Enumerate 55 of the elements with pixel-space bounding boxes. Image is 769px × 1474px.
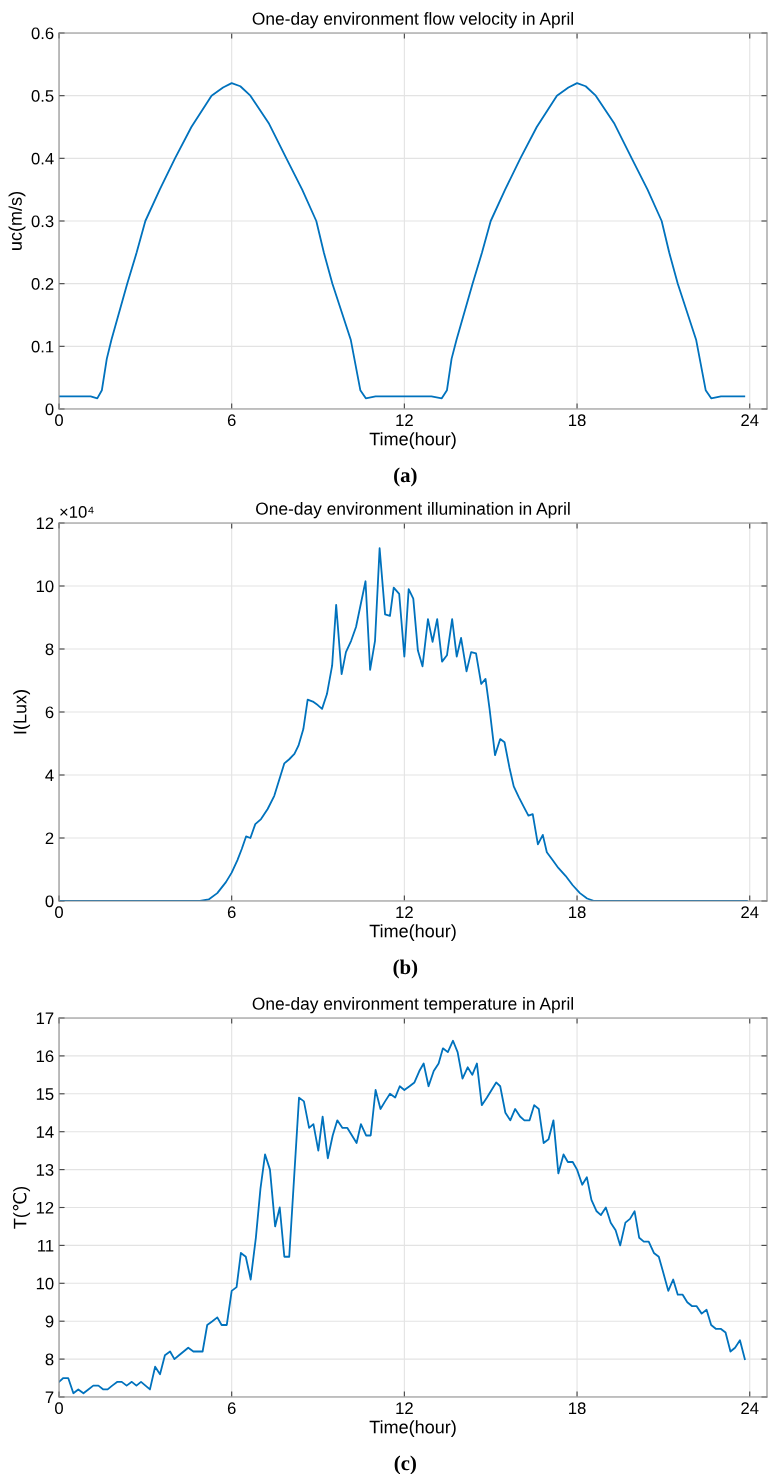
x-tick-label: 0 <box>55 414 63 427</box>
y-tick-label: 13 <box>36 1164 54 1176</box>
y-tick-label: 0.1 <box>31 340 54 353</box>
y-tick-label: 8 <box>45 1353 54 1366</box>
y-tick-label: 12 <box>36 517 54 530</box>
x-tick-label: 24 <box>741 414 759 426</box>
x-tick-label: 12 <box>396 906 413 918</box>
y-tick-label: 14 <box>36 1126 54 1138</box>
x-tick-label: 6 <box>227 414 236 427</box>
chart-title: One-day environment illumination in April <box>256 502 570 519</box>
y-tick-label: 0.6 <box>31 27 54 40</box>
y-tick-label: 12 <box>36 1201 54 1214</box>
y-tick-label: 9 <box>45 1315 54 1328</box>
y-tick-label: 0 <box>45 895 54 908</box>
y-tick-label: 2 <box>45 832 54 845</box>
y-axis-title: I(Lux) <box>13 690 31 734</box>
y-axis-title: uc(m/s) <box>8 192 26 250</box>
x-tick-label: 0 <box>55 1402 63 1415</box>
x-tick-label: 18 <box>569 906 586 919</box>
y-tick-label: 7 <box>45 1391 54 1404</box>
x-tick-label: 6 <box>227 1402 236 1415</box>
x-tick-label: 12 <box>396 1402 413 1414</box>
chart-title: One-day environment temperature in April <box>252 997 574 1014</box>
y-tick-label: 6 <box>45 706 54 719</box>
chart-title: One-day environment flow velocity in April <box>252 12 573 29</box>
y-tick-label: 10 <box>36 1277 54 1290</box>
x-axis-title: Time(hour) <box>369 1420 456 1437</box>
y-tick-label: 0.2 <box>31 278 54 290</box>
y-tick-label: 0.4 <box>31 152 54 165</box>
text: (b) <box>393 959 418 979</box>
x-tick-label: 12 <box>396 414 413 426</box>
y-tick-label: 11 <box>38 1239 54 1252</box>
x-tick-label: 18 <box>569 414 586 427</box>
text: (c) <box>394 1455 416 1474</box>
x-axis-title: Time(hour) <box>369 924 456 941</box>
x-tick-label: 6 <box>227 906 236 919</box>
x-tick-label: 24 <box>741 1402 759 1414</box>
text: (a) <box>394 467 417 487</box>
y-tick-label: 15 <box>36 1088 54 1100</box>
y-tick-label: 0.5 <box>31 90 54 102</box>
x-tick-label: 18 <box>569 1402 586 1415</box>
y-tick-label: 10 <box>36 580 54 593</box>
x-tick-label: 0 <box>55 906 63 919</box>
line-series <box>59 82 746 400</box>
line-series <box>59 1039 746 1395</box>
x-tick-label: 24 <box>741 906 759 918</box>
y-tick-label: 0.3 <box>31 215 54 228</box>
y-axis-title: T(℃) <box>12 1186 31 1229</box>
y-tick-label: 0 <box>45 403 54 416</box>
y-tick-label: 16 <box>36 1050 54 1063</box>
y-tick-label: 17 <box>36 1012 54 1025</box>
y-tick-label: 4 <box>45 769 54 782</box>
y-tick-label: 8 <box>45 643 54 656</box>
x-axis-title: Time(hour) <box>369 432 456 449</box>
text: ×10⁴ <box>60 506 94 518</box>
